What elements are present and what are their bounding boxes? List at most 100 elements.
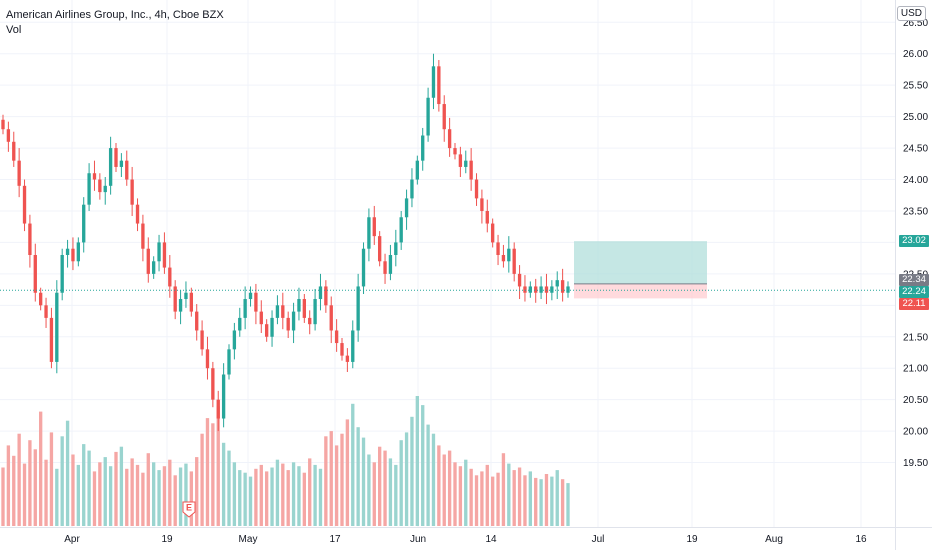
volume-bar [329,431,333,526]
volume-bar [286,470,290,526]
volume-bar [60,436,64,526]
candle-body [221,374,226,419]
candle [238,307,242,337]
volume-bar [302,472,307,526]
candle [469,148,473,191]
candle-body [377,236,382,262]
candle [544,273,549,305]
candle [426,87,430,142]
volume-bar [560,479,565,526]
volume-bar [555,470,559,526]
volume-bar [49,432,54,526]
volume-bar [485,464,489,526]
candle [297,287,301,321]
candle-body [410,179,414,199]
candle [44,297,48,328]
candle-body [464,160,468,167]
x-tick-7: 19 [686,534,698,545]
volume-bar [200,433,204,526]
candle-body [361,248,366,287]
candle-body [232,330,237,350]
x-tick-0: Apr [64,534,80,545]
volume-bar [168,459,172,526]
candle-body [469,160,473,180]
candle [130,166,134,217]
candle [243,286,247,330]
candle-body [76,242,81,262]
x-tick-4: Jun [410,534,426,545]
candle-body [1,119,5,130]
candle [275,295,280,325]
candle [340,338,344,361]
candle-body [178,299,183,312]
candle [566,281,570,298]
y-tick-10: 24.50 [903,144,928,155]
volume-bar [270,467,274,526]
candle-body [248,292,253,300]
y-tick-1: 20.00 [903,427,928,438]
candle-body [151,261,156,274]
candle-body [517,273,522,287]
volume-bar [361,437,366,526]
volume-bar [399,440,403,526]
candle [534,278,538,303]
candle-body [227,349,231,375]
candle [377,231,382,267]
candle-body [485,210,489,224]
volume-bar [421,405,425,526]
candle-body [65,248,70,255]
currency-label[interactable]: USD [896,6,926,21]
candle-body [12,141,16,161]
candle-body [388,255,393,274]
candle [302,293,307,323]
candle [383,253,387,284]
candle [189,287,194,317]
volume-bar [372,462,376,526]
volume-bar [141,472,145,526]
candle-body [200,330,204,350]
candle [71,237,75,271]
candle [17,148,21,198]
candle [453,143,457,160]
candle-body [415,160,420,180]
volume-bar [157,470,161,526]
candle-body [431,66,436,98]
candle-body [399,217,403,243]
candle-body [426,97,430,136]
candle-body [119,160,124,167]
volume-bar [33,449,37,526]
candle [507,236,511,273]
volume-bar [55,468,59,526]
volume-bar [82,444,86,526]
volume-bar [195,457,199,526]
candle [367,208,371,262]
symbol-title[interactable]: American Airlines Group, Inc., 4h, Cboe … [6,9,224,21]
earnings-marker[interactable]: E [182,501,196,518]
volume-bar [539,479,543,526]
candle [264,319,269,342]
time-axis[interactable]: Apr 19 May 17 Jun 14 Jul 19 Aug 16 [0,527,932,546]
candle-body [92,173,97,180]
candle [135,198,140,232]
candle [65,239,70,268]
volume-bar [216,406,220,526]
volume-bar [17,433,21,526]
candle-body [394,242,398,255]
candle-body [195,311,199,331]
position-zones[interactable] [574,241,707,299]
volume-bar [377,446,382,526]
candle-body [324,286,328,306]
candle-body [114,148,118,167]
candle [281,292,285,330]
volume-legend[interactable]: Vol [6,24,22,36]
candle-body [458,154,463,167]
candle-body [17,160,21,186]
candle-body [71,248,75,262]
candle [151,256,156,279]
candle [555,271,559,300]
candle-body [308,317,312,325]
candle [329,296,333,344]
candle-body [512,248,516,274]
